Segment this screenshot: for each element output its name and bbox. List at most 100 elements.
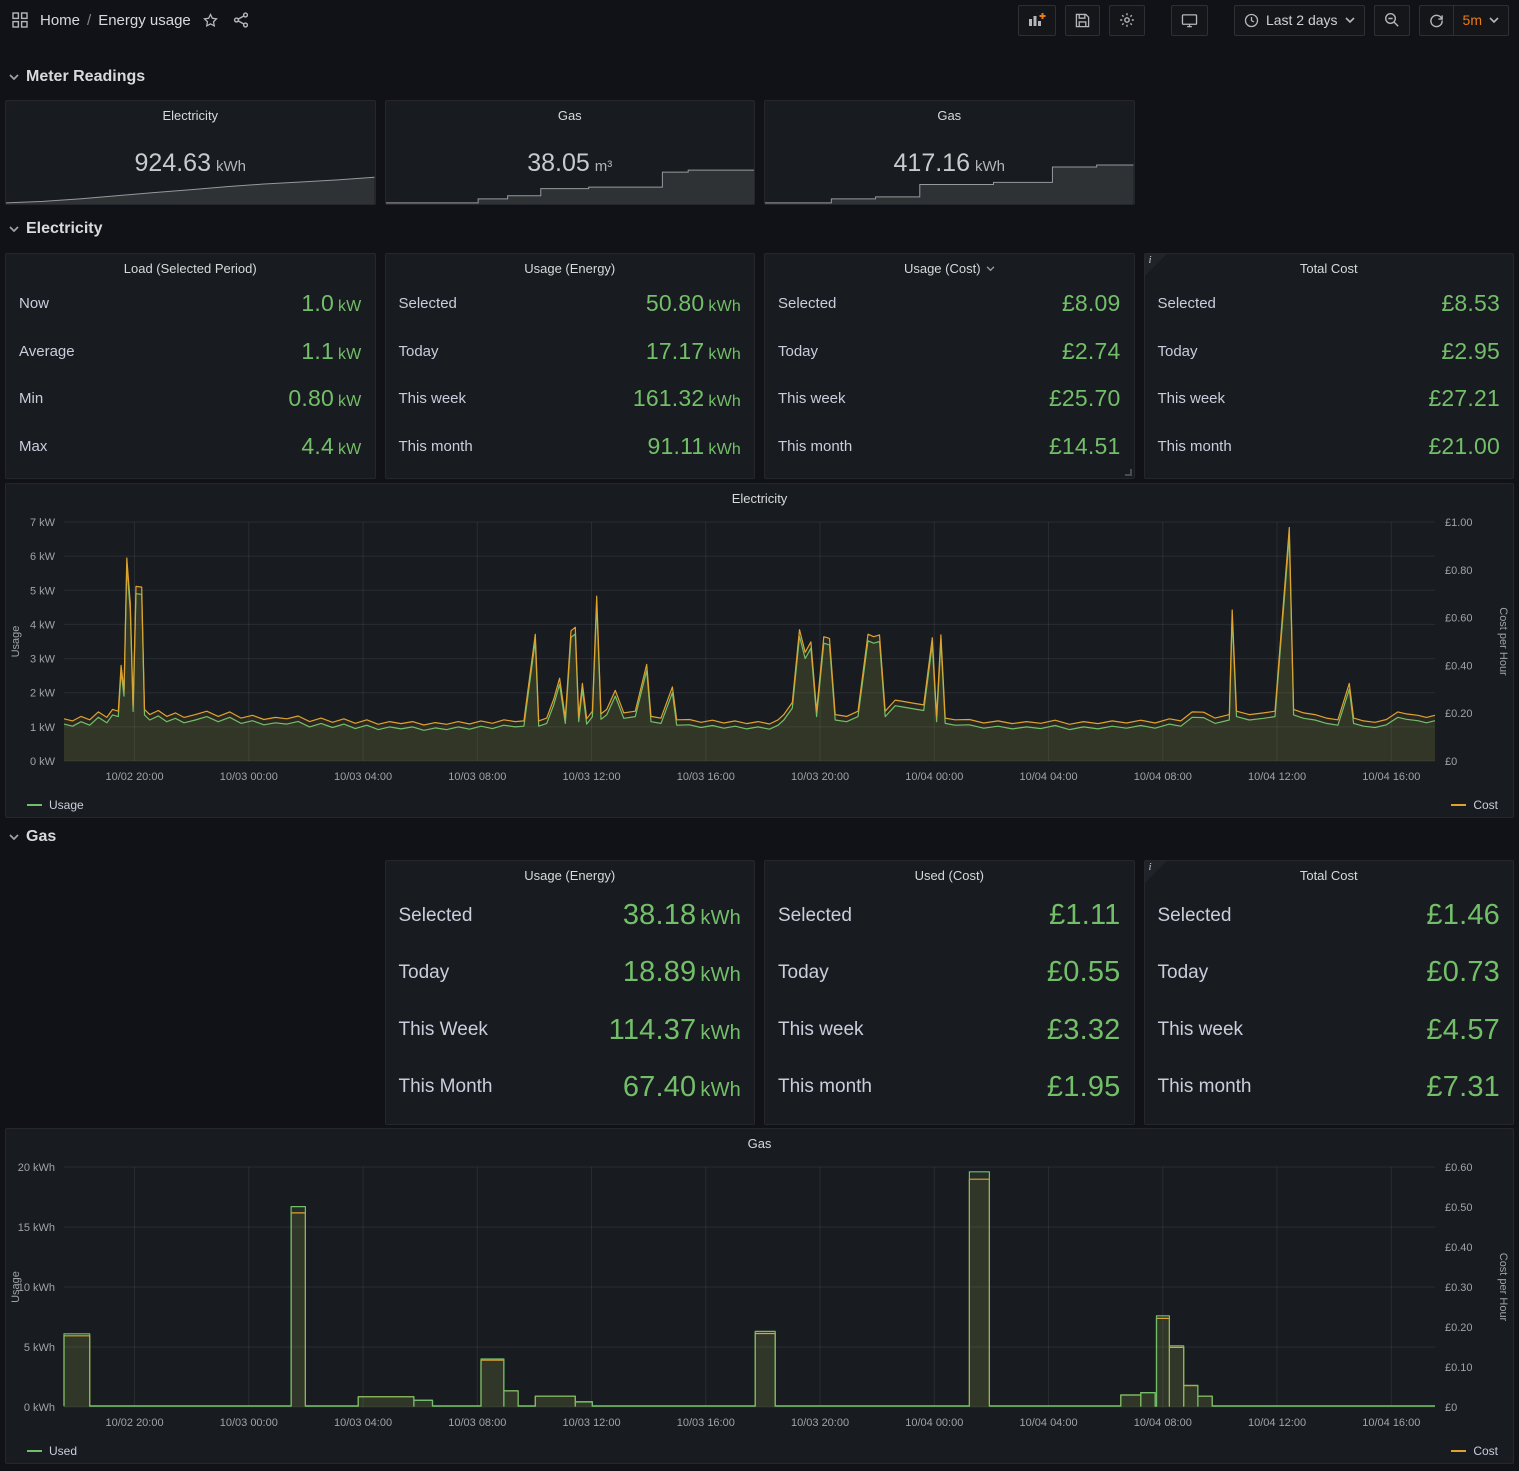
stat-value: £8.53 — [1441, 290, 1500, 317]
share-icon[interactable] — [231, 10, 251, 30]
stat-label: This week — [1158, 390, 1226, 407]
stat-label: Average — [19, 343, 75, 360]
legend-dash — [27, 804, 42, 806]
series-cost — [64, 1179, 1435, 1406]
chevron-down-icon — [9, 834, 19, 841]
stat-row: Now 1.0kW — [19, 290, 362, 317]
panel-title[interactable]: Electricity — [6, 101, 375, 123]
stat-rows: Selected38.18kWhToday18.89kWhThis Week11… — [386, 887, 755, 1116]
electricity-chart-panel: Electricity 0 kW1 kW2 kW3 kW4 kW5 kW6 kW… — [5, 483, 1514, 818]
electricity-time-series-chart[interactable]: 0 kW1 kW2 kW3 kW4 kW5 kW6 kW7 kW£0£0.20£… — [6, 510, 1513, 793]
gas-chart-panel: Gas 0 kWh5 kWh10 kWh15 kWh20 kWh£0£0.10£… — [5, 1128, 1514, 1464]
svg-text:£0.60: £0.60 — [1445, 613, 1473, 625]
panel-title[interactable]: Usage (Cost) — [765, 254, 1134, 276]
svg-text:£0.60: £0.60 — [1445, 1162, 1473, 1174]
stat-value: £0.73 — [1426, 956, 1500, 989]
chevron-down-icon — [1345, 17, 1355, 24]
stat-unit: kWh — [708, 441, 741, 458]
legend-item-used[interactable]: Used — [27, 1444, 77, 1458]
stat-row: Today£0.55 — [778, 956, 1121, 989]
legend-item-cost[interactable]: Cost — [1451, 1444, 1498, 1458]
section-meter-readings[interactable]: Meter Readings — [9, 68, 145, 86]
dashboard-settings-button[interactable] — [1109, 5, 1145, 36]
svg-text:5 kWh: 5 kWh — [24, 1342, 55, 1354]
empty-grid-cell — [1144, 100, 1515, 205]
svg-text:10/03 12:00: 10/03 12:00 — [562, 771, 620, 783]
stat-row: Selected£1.46 — [1158, 899, 1501, 932]
svg-text:10/03 08:00: 10/03 08:00 — [448, 771, 506, 783]
panel-title[interactable]: Used (Cost) — [765, 861, 1134, 883]
save-dashboard-button[interactable] — [1065, 5, 1100, 36]
panel-gas-total-cost: i Total Cost Selected£1.46 Today£0.73 This… — [1144, 860, 1515, 1125]
stat-unit: kWh — [708, 298, 741, 315]
tv-mode-button[interactable] — [1171, 5, 1208, 36]
panel-title[interactable]: Total Cost — [1145, 254, 1514, 276]
stat-value: 18.89kWh — [623, 956, 741, 989]
panel-title[interactable]: Load (Selected Period) — [6, 254, 375, 276]
section-gas[interactable]: Gas — [9, 828, 56, 846]
panel-title[interactable]: Total Cost — [1145, 861, 1514, 883]
breadcrumb-current[interactable]: Energy usage — [98, 12, 191, 29]
meter-panel-electricity: Electricity 924.63kWh — [5, 100, 376, 205]
panel-resize-handle[interactable] — [1125, 469, 1132, 476]
stat-value: £8.09 — [1062, 290, 1121, 317]
zoom-out-button[interactable] — [1374, 5, 1410, 36]
stat-label: This week — [399, 390, 467, 407]
info-icon[interactable]: i — [1145, 861, 1167, 883]
breadcrumb[interactable]: Home/Energy usage — [40, 12, 191, 29]
stat-row: Selected50.80kWh — [399, 290, 742, 317]
stat-row: This Month67.40kWh — [399, 1071, 742, 1104]
panel-title[interactable]: Usage (Energy) — [386, 861, 755, 883]
stat-label: Now — [19, 295, 49, 312]
chevron-down-icon — [9, 74, 19, 81]
stat-value: 1.1kW — [301, 338, 361, 365]
stat-label: This week — [778, 390, 846, 407]
refresh-interval-dropdown[interactable]: 5m — [1454, 5, 1509, 36]
meter-unit: kWh — [216, 158, 246, 175]
panel-title[interactable]: Usage (Energy) — [386, 254, 755, 276]
svg-text:10/03 20:00: 10/03 20:00 — [791, 1417, 849, 1429]
svg-text:£0: £0 — [1445, 1402, 1457, 1414]
stat-unit: kWh — [700, 1022, 741, 1044]
stat-row: This month£14.51 — [778, 433, 1121, 460]
panel-title[interactable]: Gas — [6, 1129, 1513, 1151]
stat-row: Today£2.74 — [778, 338, 1121, 365]
stat-value: £14.51 — [1049, 433, 1121, 460]
stat-row: Min0.80kW — [19, 385, 362, 412]
svg-text:10/04 08:00: 10/04 08:00 — [1134, 771, 1192, 783]
stat-value: £4.57 — [1426, 1014, 1500, 1047]
stat-value: 1.0kW — [301, 290, 361, 317]
legend-item-usage[interactable]: Usage — [27, 798, 84, 812]
series-used — [64, 1172, 1435, 1406]
legend-item-cost[interactable]: Cost — [1451, 798, 1498, 812]
svg-text:6 kW: 6 kW — [30, 551, 56, 563]
svg-text:1 kW: 1 kW — [30, 722, 56, 734]
breadcrumb-home[interactable]: Home — [40, 12, 80, 29]
refresh-interval-label: 5m — [1463, 12, 1482, 28]
stat-row: Today£0.73 — [1158, 956, 1501, 989]
refresh-button[interactable] — [1419, 5, 1454, 36]
svg-text:10/03 00:00: 10/03 00:00 — [220, 1417, 278, 1429]
stat-row: Today17.17kWh — [399, 338, 742, 365]
stat-value: 91.11kWh — [648, 433, 741, 460]
stat-label: This month — [399, 438, 473, 455]
svg-text:£0.20: £0.20 — [1445, 1322, 1473, 1334]
panel-title[interactable]: Gas — [386, 101, 755, 123]
panel-title[interactable]: Gas — [765, 101, 1134, 123]
stat-row: This week£25.70 — [778, 385, 1121, 412]
electricity-chart-svg: 0 kW1 kW2 kW3 kW4 kW5 kW6 kW7 kW£0£0.20£… — [6, 510, 1513, 793]
panel-menu-icon[interactable] — [986, 266, 995, 272]
stat-label: This month — [1158, 1076, 1252, 1098]
svg-text:£0.30: £0.30 — [1445, 1282, 1473, 1294]
meter-value: 38.05m³ — [386, 149, 755, 178]
stat-rows: Selected50.80kWhToday17.17kWhThis week16… — [386, 280, 755, 470]
gas-time-series-chart[interactable]: 0 kWh5 kWh10 kWh15 kWh20 kWh£0£0.10£0.20… — [6, 1155, 1513, 1439]
dashboards-grid-icon[interactable] — [10, 10, 30, 30]
section-electricity[interactable]: Electricity — [9, 220, 102, 238]
chart-legend: Usage Cost — [27, 798, 1498, 812]
info-icon[interactable]: i — [1145, 254, 1167, 276]
star-icon[interactable] — [201, 10, 221, 30]
panel-title[interactable]: Electricity — [6, 484, 1513, 506]
add-panel-button[interactable] — [1018, 5, 1056, 36]
time-range-picker[interactable]: Last 2 days — [1234, 5, 1365, 36]
